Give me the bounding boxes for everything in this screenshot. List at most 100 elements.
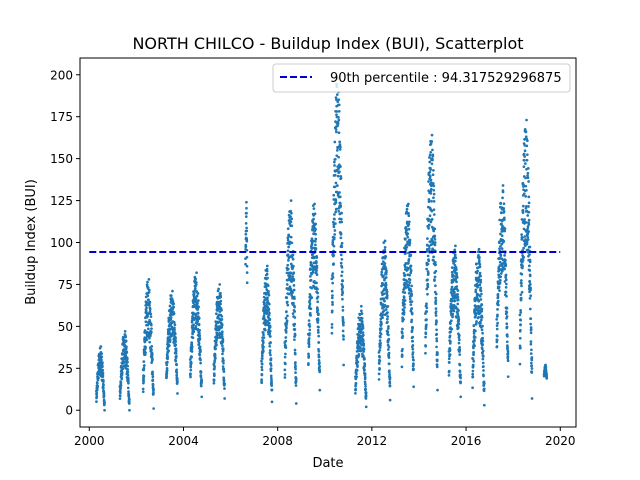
scatter-point: [267, 290, 270, 293]
scatter-point: [455, 268, 458, 271]
scatter-point: [293, 322, 297, 326]
scatter-point: [199, 358, 202, 362]
scatter-point: [425, 318, 428, 322]
scatter-point: [407, 202, 410, 206]
scatter-point: [151, 384, 155, 387]
scatter-point: [427, 244, 431, 248]
scatter-point: [172, 312, 176, 315]
scatter-point: [214, 357, 217, 360]
scatter-point: [474, 314, 478, 318]
scatter-point: [400, 331, 404, 335]
scatter-point: [314, 232, 317, 236]
scatter-point: [96, 384, 100, 388]
scatter-point: [269, 357, 273, 361]
x-axis-ticks: 2000 2004 2008 2012 2016 2020: [74, 427, 576, 448]
scatter-point: [382, 260, 385, 263]
scatter-point: [125, 356, 129, 360]
scatter-point: [477, 309, 481, 313]
scatter-point: [128, 398, 131, 401]
scatter-point: [142, 366, 146, 370]
scatter-point: [330, 326, 334, 329]
scatter-point: [431, 173, 435, 177]
scatter-point: [520, 281, 523, 285]
scatter-point: [315, 266, 319, 270]
scatter-point: [450, 285, 454, 289]
scatter-point: [194, 296, 198, 300]
scatter-point: [332, 262, 335, 266]
scatter-point: [148, 336, 151, 340]
scatter-point: [525, 240, 529, 244]
scatter-point: [479, 274, 482, 278]
scatter-point: [384, 286, 388, 289]
scatter-point: [498, 289, 501, 292]
scatter-point: [363, 382, 367, 386]
scatter-point: [265, 267, 269, 271]
scatter-point: [530, 397, 534, 400]
scatter-point: [174, 352, 178, 355]
scatter-point: [307, 352, 310, 356]
scatter-point: [459, 380, 463, 384]
scatter-point: [386, 348, 390, 351]
scatter-point: [314, 247, 318, 251]
scatter-point: [265, 272, 269, 276]
scatter-point: [214, 347, 217, 351]
scatter-point: [433, 243, 437, 247]
scatter-point: [430, 140, 434, 143]
scatter-point: [424, 332, 428, 336]
scatter-point: [403, 265, 407, 269]
scatter-point: [405, 282, 408, 286]
scatter-point: [454, 244, 457, 248]
scatter-point: [335, 169, 339, 172]
scatter-point: [195, 299, 198, 302]
scatter-point: [174, 354, 178, 358]
scatter-point: [378, 348, 382, 352]
scatter-point: [425, 323, 428, 327]
scatter-point: [220, 332, 224, 336]
scatter-point: [245, 239, 249, 243]
scatter-point: [364, 385, 367, 388]
scatter-point: [482, 374, 485, 378]
scatter-point: [119, 391, 122, 395]
scatter-point: [220, 335, 224, 338]
scatter-point: [528, 258, 532, 262]
scatter-point: [529, 283, 532, 286]
scatter-point: [335, 130, 338, 134]
scatter-point: [213, 367, 216, 371]
scatter-point: [260, 368, 264, 372]
scatter-point: [215, 343, 218, 347]
scatter-point: [95, 381, 99, 385]
scatter-point: [362, 347, 366, 351]
scatter-point: [519, 296, 523, 300]
scatter-point: [261, 357, 264, 360]
scatter-point: [266, 284, 270, 287]
scatter-point: [456, 302, 460, 306]
scatter-point: [434, 299, 438, 302]
scatter-point: [519, 346, 522, 350]
scatter-point: [124, 339, 128, 343]
scatter-point: [214, 340, 218, 344]
scatter-point: [388, 398, 392, 402]
scatter-point: [454, 256, 458, 260]
scatter-point: [519, 298, 523, 302]
scatter-point: [145, 338, 149, 342]
scatter-point: [453, 263, 457, 267]
scatter-point: [361, 339, 365, 343]
y-tick-label: 0: [65, 404, 73, 418]
scatter-point: [424, 325, 428, 329]
scatter-point: [481, 349, 485, 353]
scatter-point: [150, 353, 154, 356]
scatter-point: [266, 296, 269, 300]
scatter-point: [337, 209, 341, 213]
scatter-point: [171, 289, 174, 293]
scatter-point: [287, 245, 290, 249]
scatter-point: [262, 333, 265, 337]
scatter-point: [262, 295, 266, 299]
scatter-point: [100, 352, 103, 356]
scatter-point: [502, 239, 506, 243]
scatter-point: [168, 338, 172, 341]
scatter-point: [285, 326, 288, 330]
scatter-point: [126, 386, 130, 390]
scatter-point: [309, 267, 313, 271]
scatter-point: [149, 312, 153, 316]
scatter-point: [471, 369, 475, 373]
